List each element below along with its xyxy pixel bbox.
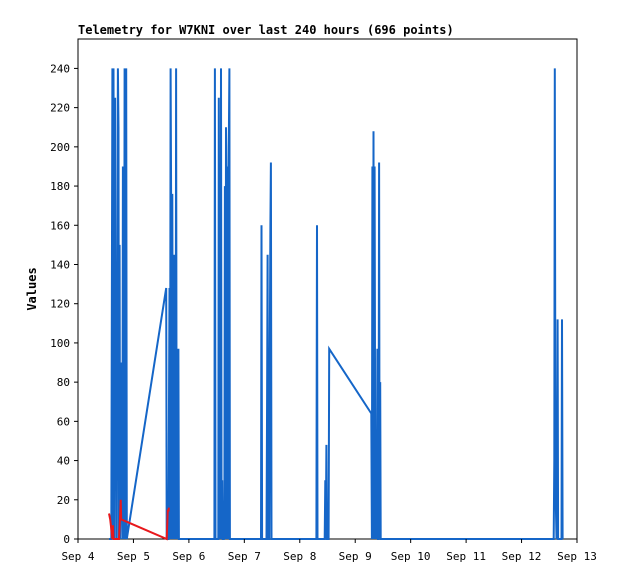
y-tick-label: 140 <box>50 258 70 271</box>
y-tick-label: 160 <box>50 219 70 232</box>
y-tick-label: 60 <box>57 415 70 428</box>
y-tick-label: 20 <box>57 494 70 507</box>
x-tick-label: Sep 4 <box>61 550 94 563</box>
x-axis: Sep 4 Sep 5 Sep 6 Sep 7 Sep 8 Sep 9 Sep 10 Sep … <box>61 539 597 563</box>
x-tick-label: Sep 5 <box>117 550 150 563</box>
y-tick-label: 200 <box>50 141 70 154</box>
y-tick-label: 180 <box>50 180 70 193</box>
y-axis: 0 20 40 60 80 100 120 140 160 180 200 220 240 <box>50 62 78 546</box>
x-tick-label: Sep 13 <box>557 550 597 563</box>
y-tick-label: 120 <box>50 298 70 311</box>
x-tick-label: Sep 6 <box>172 550 205 563</box>
y-tick-label: 40 <box>57 455 70 468</box>
series-line-2 <box>108 499 170 541</box>
y-tick-label: 220 <box>50 102 70 115</box>
x-tick-label: Sep 10 <box>391 550 431 563</box>
y-tick-label: 100 <box>50 337 70 350</box>
x-tick-label: Sep 12 <box>502 550 542 563</box>
x-tick-label: Sep 7 <box>228 550 261 563</box>
y-axis-label: Values <box>25 267 39 310</box>
series-group <box>108 68 564 541</box>
chart-title: Telemetry for W7KNI over last 240 hours … <box>78 23 454 37</box>
x-tick-label: Sep 8 <box>283 550 316 563</box>
y-tick-label: 240 <box>50 62 70 75</box>
series-line-1 <box>109 68 564 540</box>
y-tick-label: 80 <box>57 376 70 389</box>
x-tick-label: Sep 11 <box>446 550 486 563</box>
y-tick-label: 0 <box>63 533 70 546</box>
x-tick-label: Sep 9 <box>339 550 372 563</box>
